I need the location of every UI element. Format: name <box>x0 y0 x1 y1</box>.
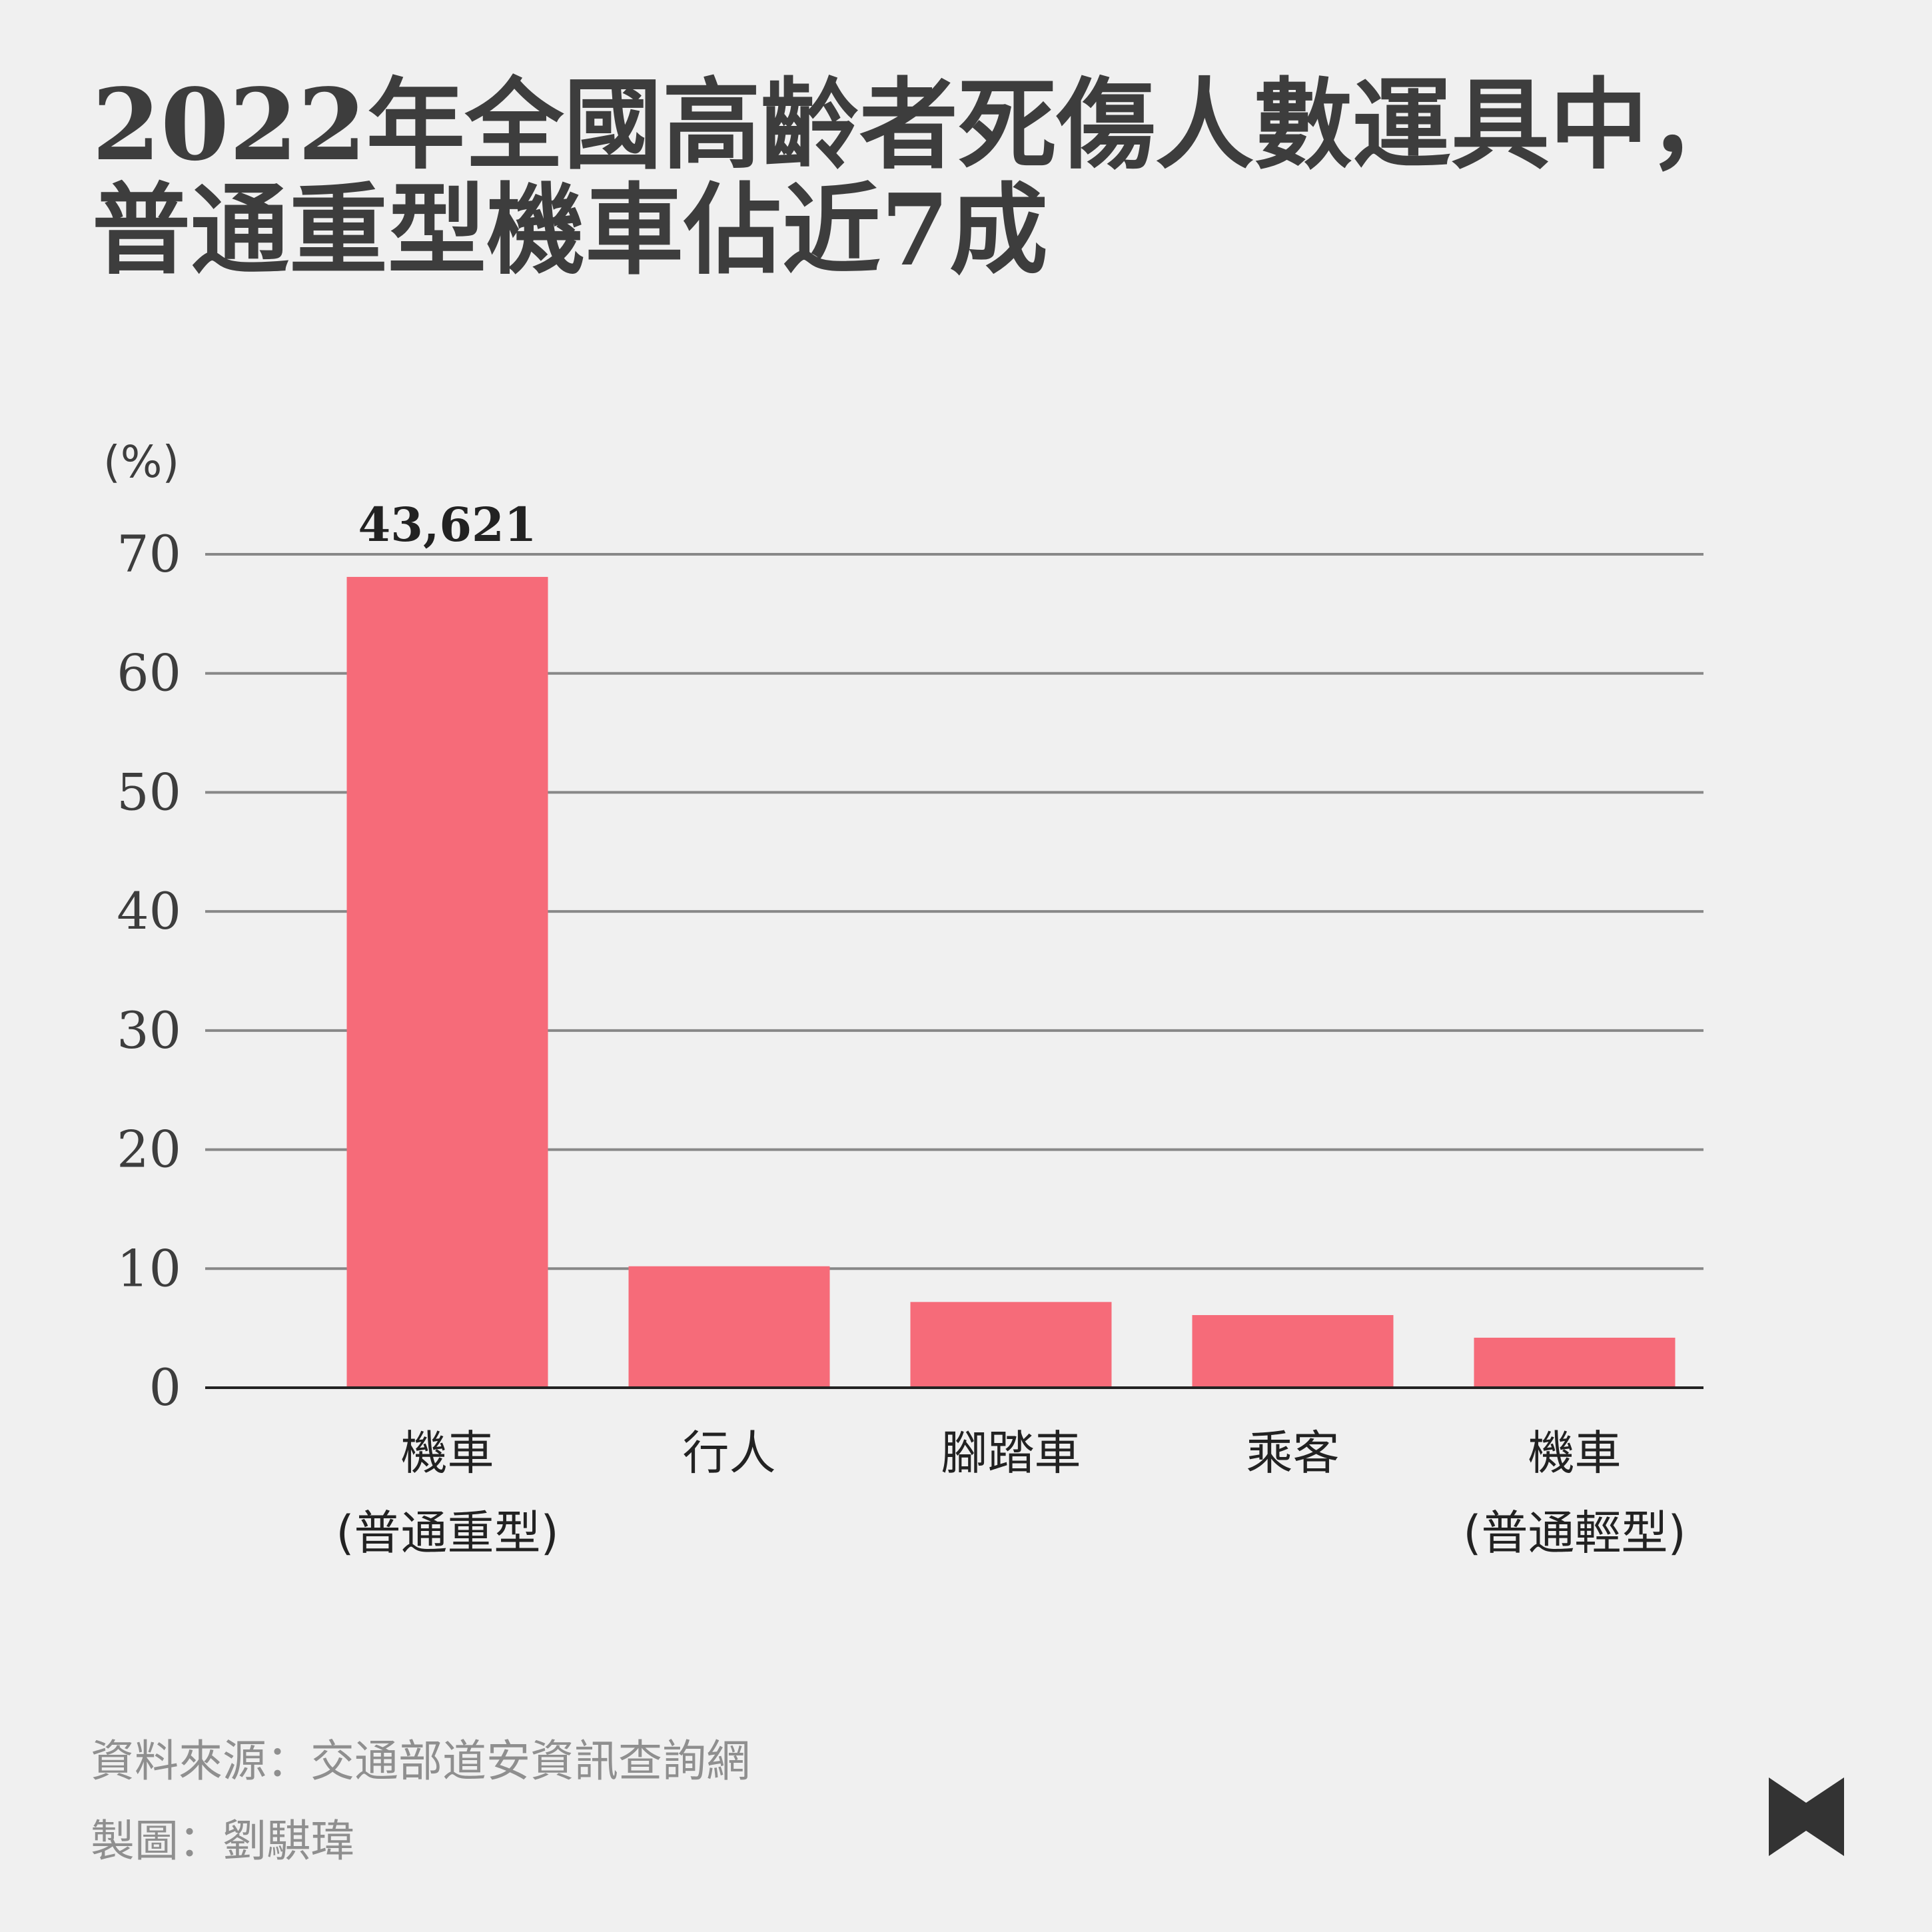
chart-title-line-1: 2022年全國高齡者死傷人數運具中， <box>92 67 1747 183</box>
y-tick-label-20: 20 <box>117 1120 181 1179</box>
y-tick-label-60: 60 <box>117 644 181 703</box>
y-tick-label-70: 70 <box>117 524 181 584</box>
source-note: 資料來源：交通部道安資訊查詢網 <box>91 1735 750 1787</box>
bar-3 <box>910 1302 1112 1388</box>
category-label-4-line-1: 乘客 <box>1246 1426 1340 1480</box>
category-label-3-line-1: 腳踏車 <box>941 1426 1081 1480</box>
bookmark-bow-logo-icon <box>1769 1777 1844 1856</box>
bar-5 <box>1474 1337 1676 1388</box>
category-label-2-line-1: 行人 <box>683 1426 776 1480</box>
labels: 0 10 20 30 40 50 60 70 (%) 43,621 機車 (普通重型) 行人 腳踏車 乘客 機… <box>103 436 1686 1560</box>
bar-4 <box>1192 1314 1394 1388</box>
category-label-5-line-1: 機車 <box>1528 1426 1622 1480</box>
data-label-1: 43,621 <box>358 497 537 552</box>
y-tick-label-50: 50 <box>117 762 181 821</box>
chart-title: 2022年全國高齡者死傷人數運具中， 普通重型機車佔近7成 <box>92 72 1824 282</box>
bars <box>346 576 1676 1388</box>
category-label-5-line-2: (普通輕型) <box>1463 1506 1686 1560</box>
y-tick-label-0: 0 <box>149 1358 181 1417</box>
chart-title-line-2: 普通重型機車佔近7成 <box>92 172 1048 288</box>
y-tick-label-30: 30 <box>117 1001 181 1060</box>
bar-1 <box>346 576 548 1388</box>
y-axis-unit-label: (%) <box>103 436 179 488</box>
bar-2 <box>628 1266 830 1388</box>
y-tick-label-40: 40 <box>117 881 181 941</box>
category-label-1-line-1: 機車 <box>401 1426 494 1480</box>
maker-credit: 製圖：劉騏瑋 <box>91 1815 354 1867</box>
y-tick-label-10: 10 <box>117 1238 181 1298</box>
category-label-1-line-2: (普通重型) <box>336 1506 559 1560</box>
